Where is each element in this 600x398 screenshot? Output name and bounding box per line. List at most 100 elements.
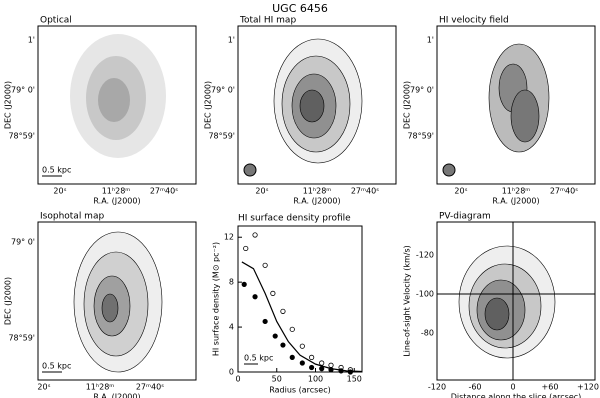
beam	[442, 163, 456, 177]
y-tick-label: 78°59'	[208, 132, 235, 141]
emission	[510, 89, 540, 143]
panel-title: Total HI map	[239, 16, 296, 26]
profile-line	[241, 261, 363, 373]
annotation: 0.5 kpc	[244, 354, 273, 363]
emission	[101, 293, 119, 323]
x-tick-label: 27ᵐ40ˢ	[550, 187, 578, 196]
y-axis-label: HI surface density (M⊙ pc⁻²)	[212, 242, 221, 356]
data-point	[309, 364, 315, 371]
chart-title: HI surface density profile	[238, 214, 351, 224]
x-axis-label: R.A. (J2000)	[93, 393, 140, 398]
data-point	[328, 362, 334, 368]
y-tick-label: 78°59'	[8, 132, 35, 141]
x-tick-label: 20ˢ	[255, 187, 268, 196]
x-tick-label: 27ᵐ40ˢ	[136, 383, 164, 392]
frame	[436, 25, 596, 185]
x-tick-label: -120	[428, 383, 446, 392]
data-point	[272, 333, 278, 339]
frame	[237, 25, 397, 185]
panel: Optical DEC (J2000) R.A. (J2000) 1' 79° 0' 78…	[4, 16, 197, 206]
x-tick-label: 11ʰ28ᵐ	[86, 383, 115, 392]
y-tick-label: 1'	[228, 36, 235, 45]
data-point	[241, 281, 247, 287]
data-point	[299, 343, 305, 349]
data-point	[262, 262, 268, 268]
data-point	[280, 308, 286, 314]
emission	[484, 297, 510, 331]
frame	[37, 221, 197, 381]
y-tick-label: 4	[229, 323, 234, 332]
x-tick-label: 11ʰ28ᵐ	[502, 187, 531, 196]
data-point	[319, 360, 325, 366]
y-tick-label: 1'	[427, 36, 434, 45]
data-point	[243, 245, 249, 252]
x-tick-label: 20ˢ	[37, 383, 50, 392]
y-tick-label: 1'	[28, 36, 35, 45]
y-tick-label: -120	[416, 251, 434, 260]
panel-title: HI velocity field	[439, 16, 509, 26]
data-point	[299, 360, 305, 366]
y-tick-label: 79° 0'	[11, 86, 35, 95]
emission	[299, 89, 325, 123]
x-tick-label: 11ʰ28ᵐ	[303, 187, 332, 196]
data-point	[280, 342, 286, 348]
x-axis-label: Radius (arcsec)	[269, 386, 331, 395]
y-tick-label: 78°59'	[8, 334, 35, 343]
x-axis-label: R.A. (J2000)	[93, 197, 140, 206]
scale-label: 0.5 kpc	[42, 166, 71, 175]
y-axis-label: DEC (J2000)	[4, 81, 13, 129]
panel: HI velocity field DEC (J2000) R.A. (J2000)…	[403, 16, 596, 206]
x-tick-label: 0	[235, 375, 240, 384]
frame	[37, 25, 197, 185]
data-point	[252, 232, 258, 238]
x-tick-label: 20ˢ	[454, 187, 467, 196]
y-axis-label: DEC (J2000)	[403, 81, 412, 129]
x-tick-label: 11ʰ28ᵐ	[102, 187, 131, 196]
y-axis-label: DEC (J2000)	[4, 277, 13, 325]
beam	[243, 163, 257, 177]
x-tick-label: +120	[577, 383, 599, 392]
emission	[98, 78, 130, 122]
panel-title: Isophotal map	[40, 212, 104, 222]
y-tick-label: 79° 0'	[410, 86, 434, 95]
y-tick-label: 79° 0'	[211, 86, 235, 95]
data-point	[309, 354, 315, 360]
data-point	[252, 294, 258, 300]
y-tick-label: -80	[421, 329, 434, 338]
y-tick-label: -100	[416, 290, 434, 299]
x-tick-label: 100	[308, 375, 323, 384]
data-point	[289, 326, 295, 332]
x-tick-label: 27ᵐ40ˢ	[351, 187, 379, 196]
x-tick-label: 27ᵐ40ˢ	[150, 187, 178, 196]
data-point	[270, 290, 276, 296]
panel: Total HI map DEC (J2000) R.A. (J2000) 1' 79°…	[204, 16, 397, 206]
x-axis-label: R.A. (J2000)	[492, 197, 539, 206]
data-point	[319, 366, 325, 372]
scale-label: 0.5 kpc	[42, 362, 71, 371]
x-axis-label: R.A. (J2000)	[293, 197, 340, 206]
panel: Isophotal map DEC (J2000) R.A. (J2000) 79° …	[4, 212, 197, 398]
panel-title: Optical	[40, 16, 72, 26]
x-tick-label: 0	[510, 383, 515, 392]
x-tick-label: 150	[347, 375, 362, 384]
x-tick-label: 50	[272, 375, 282, 384]
data-point	[289, 354, 295, 360]
y-tick-label: 78°59'	[407, 132, 434, 141]
frame	[436, 221, 596, 381]
y-axis-label: Line-of-sight Velocity (km/s)	[403, 245, 412, 357]
x-tick-label: 20ˢ	[53, 187, 66, 196]
y-tick-label: 0	[229, 368, 234, 377]
x-tick-label: -60	[468, 383, 481, 392]
y-axis-label: DEC (J2000)	[204, 81, 213, 129]
y-tick-label: 12	[224, 233, 234, 242]
x-axis-label: Distance along the slice (arcsec)	[451, 393, 582, 398]
panel: PV-diagram Line-of-sight Velocity (km/s) D…	[403, 212, 599, 398]
x-tick-label: +60	[542, 383, 559, 392]
plot-frame	[237, 225, 363, 373]
figure-title: UGC 6456	[272, 2, 328, 15]
panel-title: PV-diagram	[439, 212, 491, 222]
y-tick-label: 8	[229, 278, 234, 287]
data-point	[262, 318, 268, 325]
y-tick-label: 79° 0'	[11, 238, 35, 247]
